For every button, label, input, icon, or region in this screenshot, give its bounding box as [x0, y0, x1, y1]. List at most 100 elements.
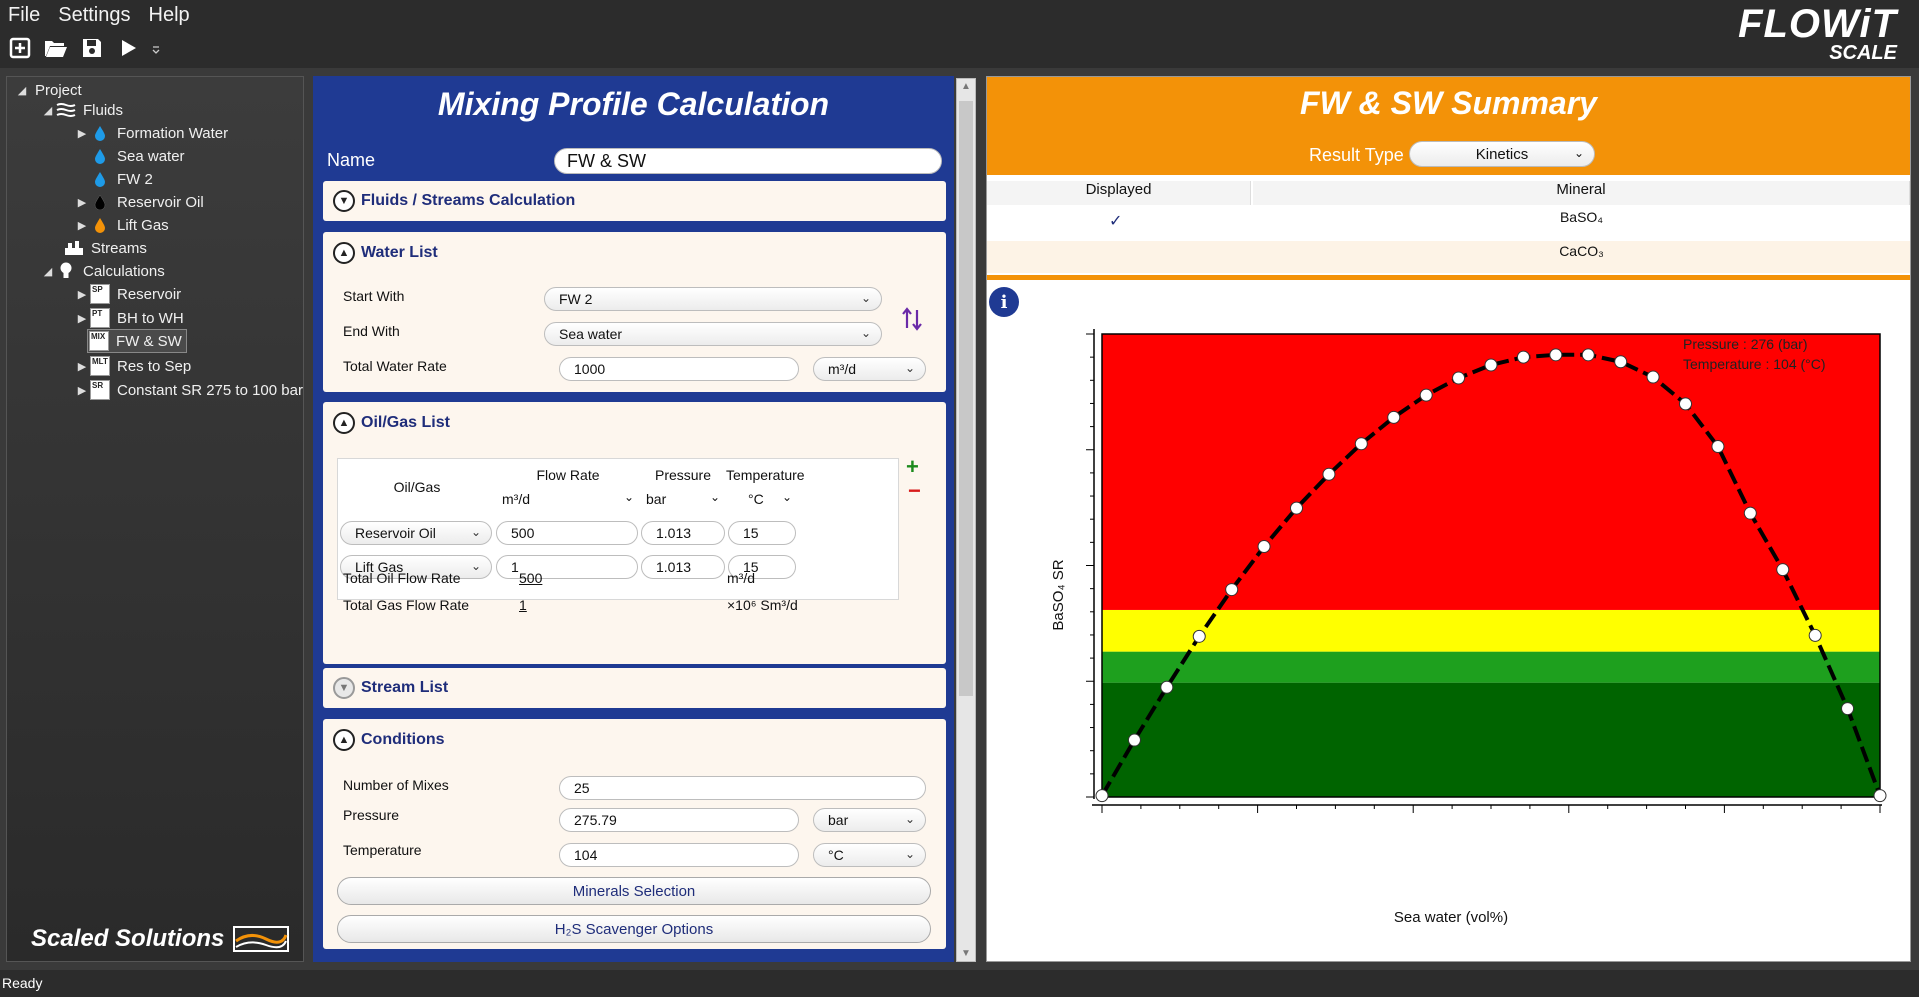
summary-title: FW & SW Summary: [1300, 85, 1597, 121]
sr-band-1: [1102, 651, 1880, 683]
chevron-up-icon[interactable]: ▲: [333, 242, 355, 264]
tree-item-sea-water[interactable]: Sea water: [89, 144, 185, 168]
conditions-header[interactable]: ▲ Conditions: [333, 729, 445, 751]
oilgas-grid: Oil/Gas Flow Rate m³/d ⌄ Pressure bar ⌄ Te…: [337, 458, 899, 600]
chevron-down-icon[interactable]: ▼: [333, 190, 355, 212]
total-gas-value[interactable]: 1: [519, 597, 527, 613]
menu-file[interactable]: File: [8, 4, 41, 26]
tree-item-res-to-sep[interactable]: ▶ MLT Res to Sep: [75, 354, 191, 378]
scroll-down-icon[interactable]: ▼: [961, 948, 971, 959]
expand-arrow-icon[interactable]: ▶: [77, 127, 87, 140]
oilgas-row-2-temp-input[interactable]: 15: [728, 555, 796, 579]
tree-item-constant-sr[interactable]: ▶ SR Constant SR 275 to 100 bar: [75, 378, 303, 402]
logo-sub: SCALE: [1829, 42, 1897, 64]
brand-text: Scaled Solutions: [31, 925, 225, 952]
collapse-arrow-icon[interactable]: ◢: [43, 104, 53, 117]
oilgas-row-2-fluid-select[interactable]: Lift Gas ⌄: [340, 555, 492, 579]
water-drop-icon: [89, 123, 111, 143]
chevron-down-icon[interactable]: ▼: [333, 677, 355, 699]
collapse-arrow-icon[interactable]: ◢: [43, 265, 53, 278]
temperature-unit-select[interactable]: °C ⌄: [734, 487, 798, 511]
end-with-select[interactable]: Sea water ⌄: [544, 322, 882, 346]
collapse-arrow-icon[interactable]: ◢: [17, 84, 27, 97]
swap-arrows-icon[interactable]: [901, 306, 923, 337]
result-type-select[interactable]: Kinetics ⌄: [1409, 141, 1595, 167]
overflow-icon[interactable]: [150, 34, 162, 62]
chart-axes: [1086, 329, 1882, 813]
sr-band-2: [1102, 609, 1880, 652]
remove-row-icon[interactable]: −: [908, 478, 921, 503]
oilgas-row-2-flow-input[interactable]: 1: [496, 555, 638, 579]
oilgas-row-1-flow-input[interactable]: 500: [496, 521, 638, 545]
oilgas-row-1-pressure-input[interactable]: 1.013: [641, 521, 725, 545]
chevron-up-icon[interactable]: ▲: [333, 412, 355, 434]
total-gas-unit: ×10⁶ Sm³/d: [727, 597, 798, 613]
save-icon[interactable]: [78, 34, 106, 62]
tree-item-formation-water[interactable]: ▶ Formation Water: [75, 121, 228, 145]
flow-unit-select[interactable]: m³/d ⌄: [496, 487, 640, 511]
y-axis-label: BaSO₄ SR: [1050, 559, 1067, 630]
tree-item-bh-to-wh[interactable]: ▶ PT BH to WH: [75, 306, 184, 330]
tree-item-reservoir-calc[interactable]: ▶ SP Reservoir: [75, 282, 181, 306]
open-folder-icon[interactable]: [42, 34, 70, 62]
fluids-streams-header[interactable]: ▼ Fluids / Streams Calculation: [333, 190, 575, 212]
water-list-header[interactable]: ▲ Water List: [333, 242, 438, 264]
minerals-selection-button[interactable]: Minerals Selection: [337, 877, 931, 905]
add-row-icon[interactable]: +: [906, 454, 919, 479]
tree-item-reservoir-oil[interactable]: ▶ Reservoir Oil: [75, 190, 204, 214]
tree-item-project[interactable]: ◢ Project: [15, 78, 82, 102]
mineral-row[interactable]: ✓ BaSO₄: [987, 207, 1910, 239]
tree-label: Fluids: [83, 101, 124, 119]
scroll-up-icon[interactable]: ▲: [961, 81, 971, 92]
expand-arrow-icon[interactable]: ▶: [77, 360, 87, 373]
menu-settings[interactable]: Settings: [58, 4, 131, 26]
tree-item-streams[interactable]: Streams: [63, 236, 147, 260]
menu-help[interactable]: Help: [148, 4, 190, 26]
start-with-select[interactable]: FW 2 ⌄: [544, 287, 882, 311]
expand-arrow-icon[interactable]: ▶: [77, 196, 87, 209]
total-oil-value[interactable]: 500: [519, 570, 543, 586]
data-point: [1160, 680, 1174, 694]
stream-list-header[interactable]: ▼ Stream List: [333, 677, 448, 699]
data-point: [1841, 702, 1855, 716]
tree-item-fw-sw[interactable]: MIX FW & SW: [87, 329, 187, 353]
orange-divider: [987, 275, 1910, 280]
section-title: Water List: [361, 244, 438, 261]
temperature-input[interactable]: 104: [559, 843, 799, 867]
temperature-unit-select[interactable]: °C ⌄: [813, 843, 926, 867]
expand-arrow-icon[interactable]: ▶: [77, 288, 87, 301]
oilgas-list-header[interactable]: ▲ Oil/Gas List: [333, 412, 450, 434]
water-rate-unit-select[interactable]: m³/d ⌄: [813, 357, 926, 381]
oilgas-row-2-pressure-input[interactable]: 1.013: [641, 555, 725, 579]
number-of-mixes-input[interactable]: 25: [559, 776, 926, 800]
pressure-unit-select[interactable]: bar ⌄: [813, 808, 926, 832]
tree-item-calculations[interactable]: ◢ Calculations: [41, 259, 165, 283]
tree-item-lift-gas[interactable]: ▶ Lift Gas: [75, 213, 169, 237]
new-icon[interactable]: [6, 34, 34, 62]
oilgas-row-1-temp-input[interactable]: 15: [728, 521, 796, 545]
run-icon[interactable]: [114, 34, 142, 62]
data-point: [1419, 388, 1433, 402]
tree-item-fw2[interactable]: FW 2: [89, 167, 153, 191]
scrollbar-thumb[interactable]: [959, 101, 973, 696]
mineral-row[interactable]: CaCO₃: [987, 241, 1910, 273]
tree-item-fluids[interactable]: ◢ Fluids: [41, 98, 123, 122]
middle-scrollbar[interactable]: ▲ ▼: [956, 78, 976, 962]
info-icon[interactable]: i: [989, 287, 1019, 317]
flowit-logo: FLOWiT SCALE: [1738, 4, 1897, 64]
summary-header: FW & SW Summary Result Type Kinetics ⌄: [987, 77, 1910, 175]
tree-label: BH to WH: [117, 309, 184, 327]
h2s-scavenger-button[interactable]: H₂S Scavenger Options: [337, 915, 931, 943]
total-water-rate-input[interactable]: 1000: [559, 357, 799, 381]
name-input[interactable]: FW & SW: [554, 148, 942, 174]
displayed-checkmark-icon[interactable]: ✓: [1109, 213, 1123, 230]
chevron-up-icon[interactable]: ▲: [333, 729, 355, 751]
lightbulb-icon: [55, 261, 77, 281]
pressure-unit-select[interactable]: bar ⌄: [640, 487, 726, 511]
oilgas-row-1-fluid-select[interactable]: Reservoir Oil ⌄: [340, 521, 492, 545]
data-point: [1290, 501, 1303, 515]
pressure-input[interactable]: 275.79: [559, 808, 799, 832]
expand-arrow-icon[interactable]: ▶: [77, 312, 87, 325]
expand-arrow-icon[interactable]: ▶: [77, 384, 87, 397]
expand-arrow-icon[interactable]: ▶: [77, 219, 87, 232]
